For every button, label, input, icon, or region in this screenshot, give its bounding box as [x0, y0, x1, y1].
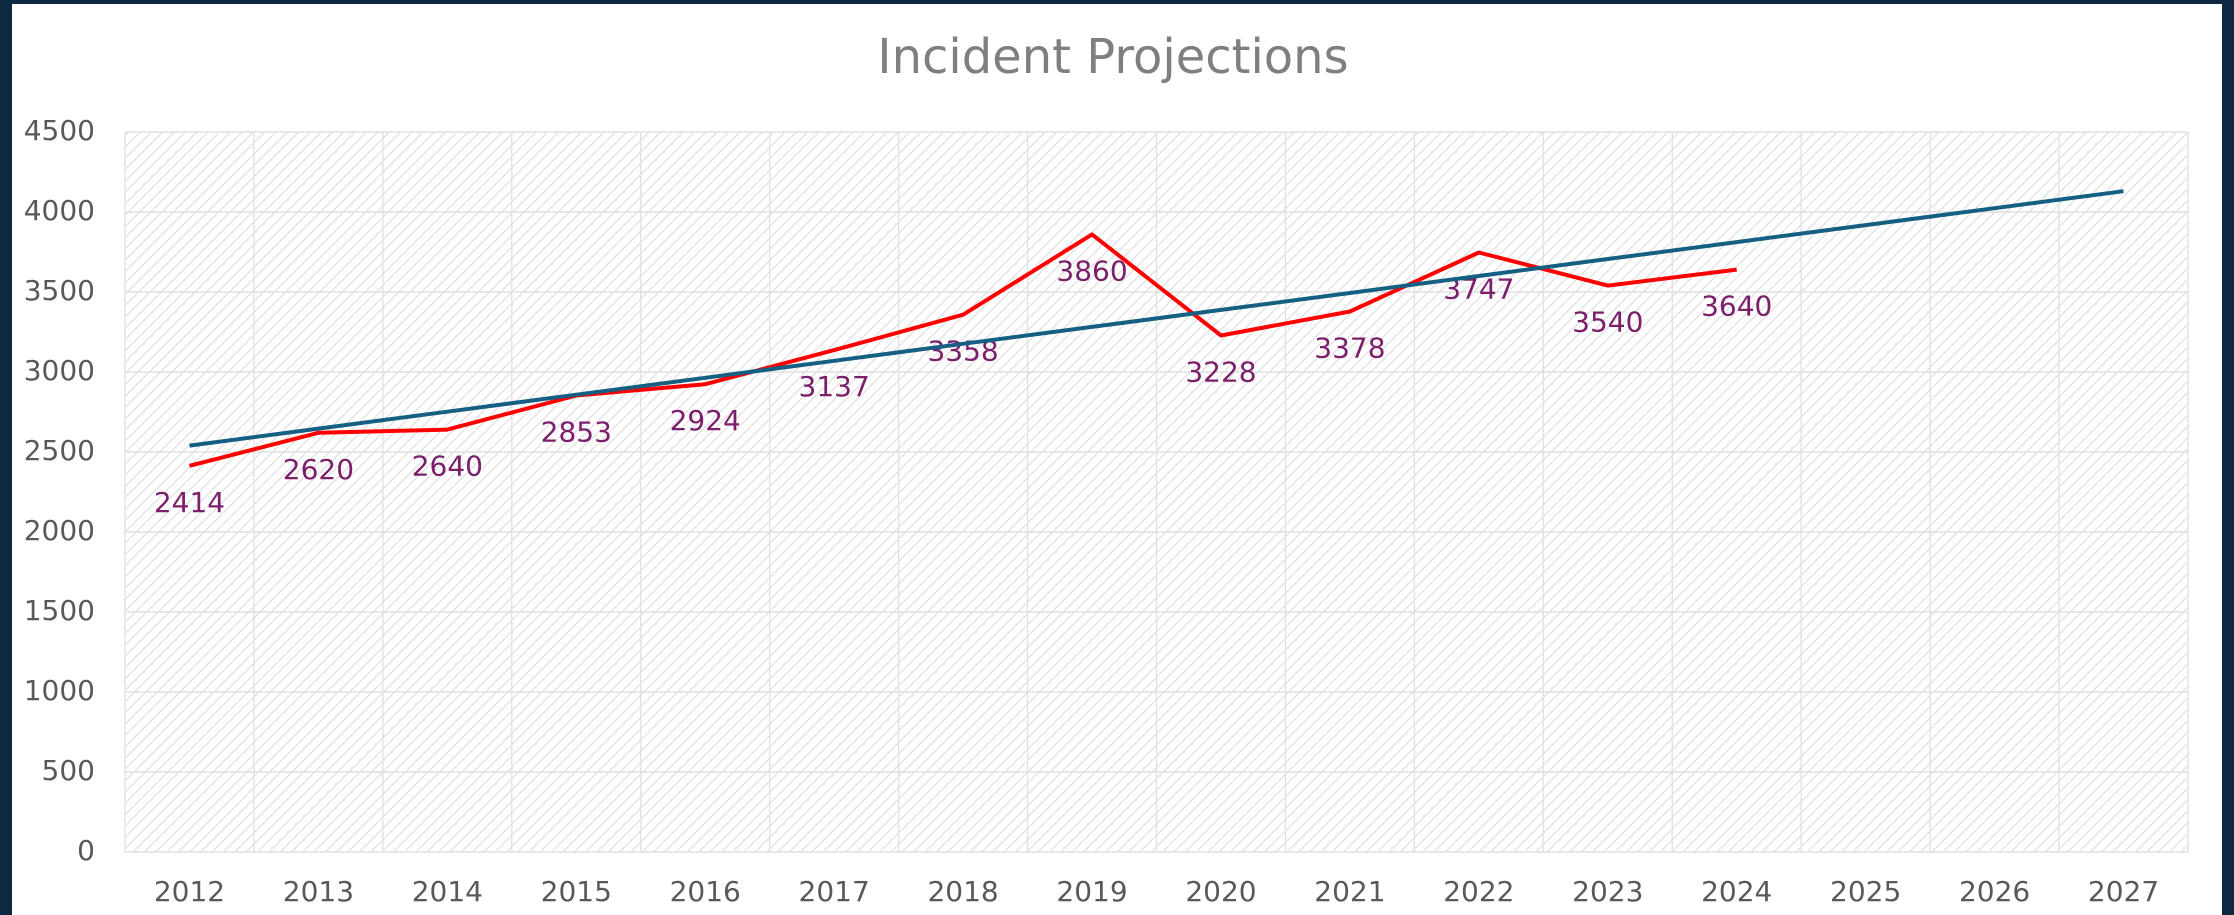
data-label: 3860	[1056, 254, 1127, 287]
y-tick-label: 2000	[24, 514, 95, 547]
chart-title: Incident Projections	[877, 29, 1348, 85]
x-tick-label: 2021	[1314, 875, 1385, 908]
y-tick-label: 500	[42, 754, 95, 787]
data-line	[189, 189, 2124, 448]
x-tick-label: 2016	[670, 875, 741, 908]
y-tick-label: 2500	[24, 434, 95, 467]
y-tick-label: 1500	[24, 594, 95, 627]
x-tick-label: 2013	[283, 875, 354, 908]
y-tick-label: 3500	[24, 274, 95, 307]
y-tick-label: 3000	[24, 354, 95, 387]
x-tick-label: 2019	[1056, 875, 1127, 908]
data-label: 3378	[1314, 332, 1385, 365]
data-label: 2640	[412, 450, 483, 483]
x-tick-label: 2014	[412, 875, 483, 908]
x-tick-label: 2022	[1443, 875, 1514, 908]
data-label: 3137	[799, 370, 870, 403]
data-label: 2924	[670, 404, 741, 437]
data-label: 3228	[1185, 356, 1256, 389]
x-tick-label: 2020	[1185, 875, 1256, 908]
x-tick-label: 2026	[1959, 875, 2030, 908]
y-tick-label: 4500	[24, 114, 95, 147]
data-label: 3640	[1701, 290, 1772, 323]
x-tick-label: 2018	[927, 875, 998, 908]
data-label: 2853	[541, 416, 612, 449]
data-label: 3540	[1572, 306, 1643, 339]
x-tick-label: 2027	[2088, 875, 2159, 908]
x-tick-label: 2015	[541, 875, 612, 908]
data-label: 2414	[154, 486, 225, 519]
data-label: 2620	[283, 453, 354, 486]
x-tick-label: 2017	[799, 875, 870, 908]
x-tick-label: 2024	[1701, 875, 1772, 908]
y-tick-label: 4000	[24, 194, 95, 227]
data-line	[189, 232, 1737, 468]
x-tick-label: 2025	[1830, 875, 1901, 908]
y-tick-label: 0	[77, 834, 95, 867]
x-tick-label: 2012	[154, 875, 225, 908]
y-tick-label: 1000	[24, 674, 95, 707]
x-tick-label: 2023	[1572, 875, 1643, 908]
